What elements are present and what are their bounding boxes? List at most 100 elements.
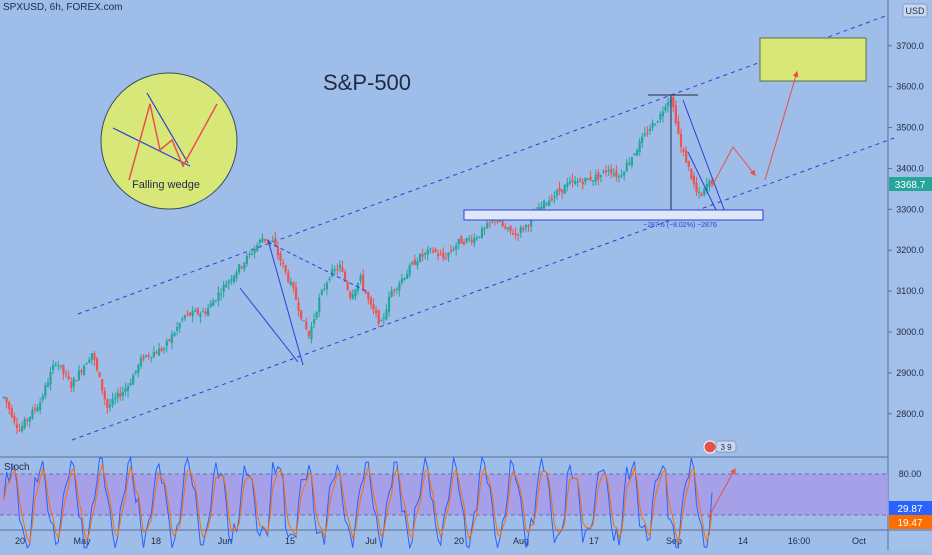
candle-body (617, 176, 621, 178)
candle-body (331, 269, 334, 277)
price-tick-label: 3500.0 (896, 123, 924, 133)
candle-body (15, 423, 19, 428)
stoch-projection-arrow (707, 467, 736, 519)
projection-arrow-1 (711, 146, 756, 187)
candle-body (592, 180, 595, 182)
stoch-k-value: 29.87 (897, 504, 922, 515)
candle-body (431, 251, 435, 253)
candle-body (225, 284, 228, 288)
candle-body (411, 262, 414, 265)
candle-body (230, 279, 233, 281)
candle-body (178, 323, 181, 329)
candle-body (380, 320, 383, 322)
candle-body (235, 272, 238, 279)
candle-body (186, 313, 189, 315)
candle-body (160, 348, 163, 352)
candle-body (685, 150, 688, 163)
candle-body (343, 271, 347, 282)
candle-body (292, 282, 295, 288)
candle-body (651, 122, 654, 128)
candle-body (367, 292, 370, 300)
candle-body (434, 249, 437, 252)
candle-body (341, 267, 344, 272)
candle-body (517, 234, 520, 236)
candle-body (39, 402, 42, 410)
candle-body (214, 300, 217, 302)
candle-body (59, 365, 62, 367)
candle-body (302, 320, 305, 322)
candle-body (75, 380, 78, 382)
candle-body (429, 248, 432, 250)
stoch-band (0, 474, 888, 515)
price-tick-label: 3000.0 (896, 327, 924, 337)
candle-body (150, 356, 153, 359)
stoch-d-tag (889, 515, 932, 529)
time-tick-label: 20 (15, 536, 25, 546)
candle-body (509, 225, 512, 232)
candle-body (400, 278, 404, 283)
candle-body (116, 392, 119, 398)
candle-body (274, 237, 277, 246)
candle-body (692, 175, 696, 184)
price-tick-label: 3400.0 (896, 163, 924, 173)
candle-body (204, 311, 207, 315)
candle-body (119, 393, 122, 397)
candle-body (101, 379, 104, 391)
candle-body (250, 253, 254, 255)
candle-body (395, 288, 398, 290)
candle-body (695, 182, 698, 193)
candle-body (566, 182, 569, 187)
candle-body (475, 237, 478, 240)
candle-body (289, 281, 292, 285)
candle-body (623, 172, 626, 176)
candle-body (191, 311, 194, 317)
candle-body (377, 310, 380, 324)
candle-body (336, 268, 339, 271)
price-tick-label: 3600.0 (896, 82, 924, 92)
candle-body (328, 278, 331, 281)
support-zone[interactable] (463, 209, 764, 221)
candle-body (635, 150, 639, 156)
candle-body (287, 272, 290, 282)
candle-body (594, 175, 597, 182)
event-badge[interactable]: 3 9 (703, 440, 737, 454)
candle-body (62, 364, 65, 374)
candle-body (256, 244, 259, 251)
candle-body (561, 189, 564, 193)
candle-body (405, 273, 409, 279)
candle-body (139, 358, 143, 367)
candle-body (382, 317, 385, 319)
price-scale[interactable] (888, 0, 932, 550)
candle-body (8, 402, 11, 409)
candle-body (488, 221, 491, 224)
candle-body (28, 416, 31, 422)
sep-wedge-lower-line (687, 151, 718, 213)
candle-body (188, 312, 192, 316)
candle-body (612, 173, 615, 176)
target-zone[interactable] (759, 37, 867, 82)
candle-body (555, 190, 559, 196)
candle-body (710, 180, 714, 184)
currency-badge[interactable] (902, 3, 928, 18)
symbol-header: SPXUSD, 6h, FOREX.com (3, 2, 123, 13)
candle-body (480, 228, 484, 238)
time-tick-label: Oct (852, 536, 867, 546)
candle-body (26, 419, 29, 421)
candle-body (124, 388, 127, 392)
candle-body (20, 426, 24, 432)
last-price-value: 3368.7 (895, 180, 926, 191)
candle-body (625, 162, 628, 172)
candle-body (421, 253, 424, 257)
candle-body (90, 353, 93, 360)
candle-body (83, 365, 86, 375)
candle-body (486, 223, 489, 229)
stoch-tick-label: 80.00 (899, 469, 922, 479)
candle-body (362, 274, 365, 289)
time-tick-label: 16:00 (788, 536, 811, 546)
projection-arrow-2 (764, 70, 799, 181)
candle-body (442, 252, 445, 259)
candle-body (245, 256, 248, 264)
channel-lower-line (71, 137, 895, 441)
